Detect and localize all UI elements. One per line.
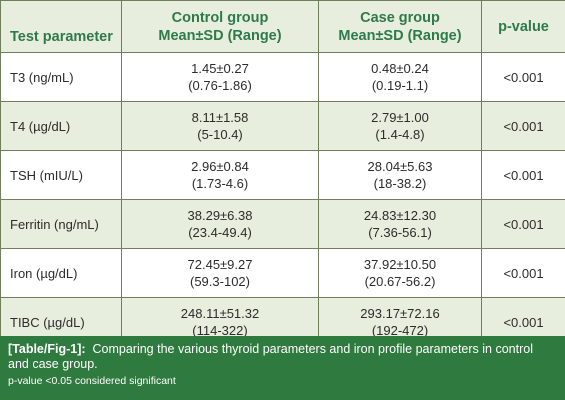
case-range: (1.4-4.8) bbox=[375, 127, 425, 142]
cell-test-parameter: T3 (ng/mL) bbox=[0, 52, 122, 102]
table-row: Ferritin (ng/mL) 38.29±6.38 (23.4-49.4) … bbox=[0, 199, 565, 249]
header-control-line1: Control group bbox=[171, 9, 269, 26]
cell-p-value: <0.001 bbox=[481, 199, 565, 249]
control-range: (114-322) bbox=[192, 323, 248, 338]
table-row: TSH (mIU/L) 2.96±0.84 (1.73-4.6) 28.04±5… bbox=[0, 150, 565, 200]
cell-p-value: <0.001 bbox=[481, 52, 565, 102]
case-range: (192-472) bbox=[371, 323, 429, 338]
control-range: (59.3-102) bbox=[190, 274, 250, 289]
cell-control-group: 38.29±6.38 (23.4-49.4) bbox=[121, 199, 319, 249]
cell-test-parameter: Iron (µg/dL) bbox=[0, 248, 122, 298]
header-case-group: Case group Mean±SD (Range) bbox=[318, 0, 482, 53]
cell-case-group: 37.92±10.50 (20.67-56.2) bbox=[318, 248, 482, 298]
header-control-line2: Mean±SD (Range) bbox=[158, 27, 282, 44]
control-range: (23.4-49.4) bbox=[188, 225, 252, 240]
control-mean-sd: 8.11±1.58 bbox=[191, 110, 249, 125]
caption-tag: [Table/Fig-1]: bbox=[8, 342, 86, 356]
cell-test-parameter: Ferritin (ng/mL) bbox=[0, 199, 122, 249]
caption-text: Comparing the various thyroid parameters… bbox=[8, 342, 533, 371]
table-caption: [Table/Fig-1]: Comparing the various thy… bbox=[0, 336, 565, 400]
control-mean-sd: 38.29±6.38 bbox=[187, 208, 253, 223]
case-range: (20.67-56.2) bbox=[364, 274, 436, 289]
cell-case-group: 28.04±5.63 (18-38.2) bbox=[318, 150, 482, 200]
control-mean-sd: 1.45±0.27 bbox=[191, 61, 249, 76]
cell-control-group: 72.45±9.27 (59.3-102) bbox=[121, 248, 319, 298]
table-row: Iron (µg/dL) 72.45±9.27 (59.3-102) 37.92… bbox=[0, 248, 565, 298]
table-row: T3 (ng/mL) 1.45±0.27 (0.76-1.86) 0.48±0.… bbox=[0, 52, 565, 102]
cell-case-group: 24.83±12.30 (7.36-56.1) bbox=[318, 199, 482, 249]
cell-control-group: 8.11±1.58 (5-10.4) bbox=[121, 101, 319, 151]
cell-case-group: 0.48±0.24 (0.19-1.1) bbox=[318, 52, 482, 102]
header-p-value: p-value bbox=[481, 0, 565, 53]
thyroid-iron-table: Test parameter Control group Mean±SD (Ra… bbox=[0, 0, 565, 347]
case-mean-sd: 2.79±1.00 bbox=[371, 110, 429, 125]
cell-test-parameter: TSH (mIU/L) bbox=[0, 150, 122, 200]
case-range: (7.36-56.1) bbox=[368, 225, 432, 240]
case-range: (18-38.2) bbox=[373, 176, 427, 191]
case-mean-sd: 0.48±0.24 bbox=[371, 61, 429, 76]
case-mean-sd: 37.92±10.50 bbox=[363, 257, 437, 272]
cell-case-group: 2.79±1.00 (1.4-4.8) bbox=[318, 101, 482, 151]
control-mean-sd: 248.11±51.32 bbox=[180, 306, 260, 321]
case-mean-sd: 28.04±5.63 bbox=[367, 159, 433, 174]
cell-p-value: <0.001 bbox=[481, 101, 565, 151]
control-range: (1.73-4.6) bbox=[191, 176, 249, 191]
case-range: (0.19-1.1) bbox=[371, 78, 429, 93]
cell-test-parameter: T4 (µg/dL) bbox=[0, 101, 122, 151]
control-range: (0.76-1.86) bbox=[188, 78, 252, 93]
header-case-line2: Mean±SD (Range) bbox=[338, 27, 462, 44]
cell-p-value: <0.001 bbox=[481, 248, 565, 298]
case-mean-sd: 24.83±12.30 bbox=[363, 208, 437, 223]
table-header-row: Test parameter Control group Mean±SD (Ra… bbox=[0, 0, 565, 53]
header-test-parameter: Test parameter bbox=[0, 0, 122, 53]
control-mean-sd: 72.45±9.27 bbox=[187, 257, 253, 272]
header-case-line1: Case group bbox=[360, 9, 440, 26]
cell-p-value: <0.001 bbox=[481, 150, 565, 200]
caption-note: p-value <0.05 considered significant bbox=[8, 375, 176, 387]
header-control-group: Control group Mean±SD (Range) bbox=[121, 0, 319, 53]
control-range: (5-10.4) bbox=[197, 127, 243, 142]
cell-control-group: 2.96±0.84 (1.73-4.6) bbox=[121, 150, 319, 200]
cell-control-group: 1.45±0.27 (0.76-1.86) bbox=[121, 52, 319, 102]
control-mean-sd: 2.96±0.84 bbox=[191, 159, 249, 174]
table-row: T4 (µg/dL) 8.11±1.58 (5-10.4) 2.79±1.00 … bbox=[0, 101, 565, 151]
case-mean-sd: 293.17±72.16 bbox=[360, 306, 440, 321]
caption-main: [Table/Fig-1]: Comparing the various thy… bbox=[8, 342, 557, 372]
